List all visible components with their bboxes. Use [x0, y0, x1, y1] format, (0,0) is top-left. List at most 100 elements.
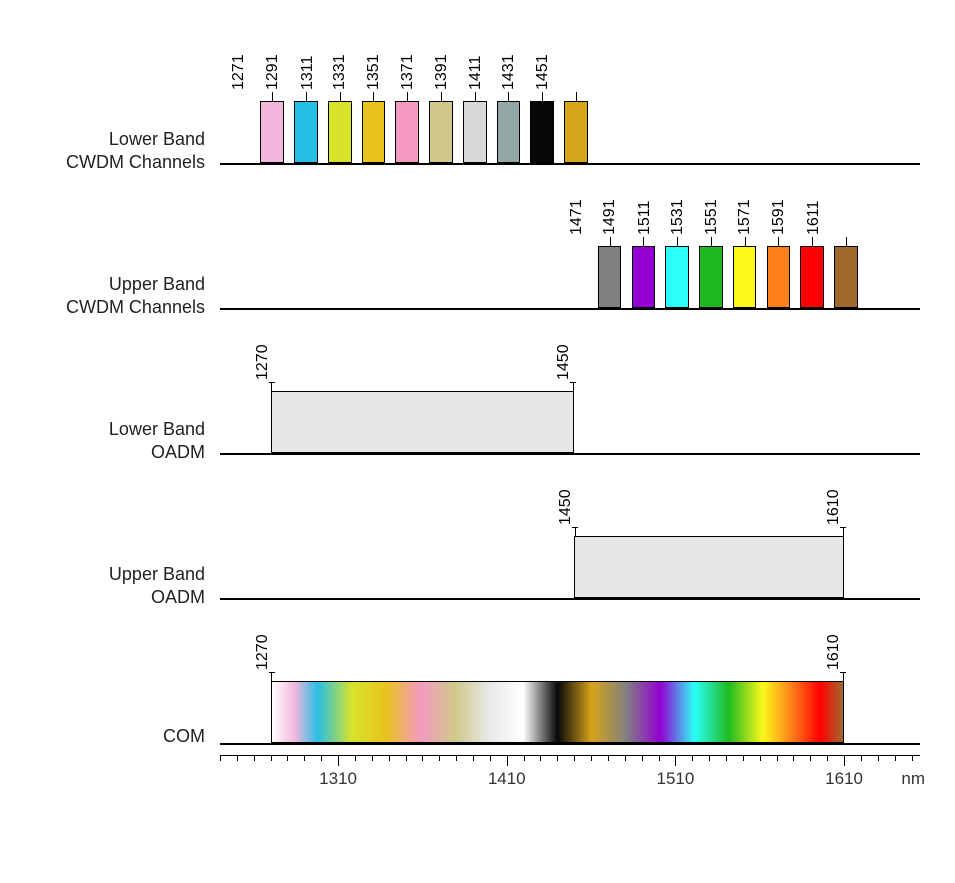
ruler-minor-tick — [372, 755, 373, 761]
channel-label: 1551 — [703, 199, 721, 247]
com-row: COM 12701610 — [20, 600, 935, 745]
ruler-minor-tick — [524, 755, 525, 761]
range-edge-label: 1450 — [557, 489, 575, 537]
upper-band-plot: 14711491151115311551157115911611 — [220, 173, 920, 308]
axis-line — [220, 743, 920, 745]
ruler-unit-label: nm — [901, 769, 925, 789]
channel-label: 1371 — [399, 54, 417, 102]
channel-label: 1451 — [534, 54, 552, 102]
ruler-minor-tick — [557, 755, 558, 761]
channel-bar: 1551 — [733, 246, 757, 308]
channel-bar: 1591 — [800, 246, 824, 308]
channel-bar: 1431 — [530, 101, 554, 163]
channel-bar: 1491 — [632, 246, 656, 308]
range-edge-label: 1270 — [254, 344, 272, 392]
ruler-minor-tick — [777, 755, 778, 761]
channel-label: 1391 — [433, 54, 451, 102]
range-edge-label: 1450 — [555, 344, 573, 392]
channel-bar: 1291 — [294, 101, 318, 163]
range-edge-label: 1610 — [825, 634, 843, 682]
label-text: Upper Band — [20, 563, 205, 586]
channel-label: 1571 — [737, 199, 755, 247]
channel-label: 1311 — [299, 56, 317, 102]
channel-label: 1511 — [636, 201, 654, 247]
ruler-tick-label: 1510 — [656, 769, 694, 789]
ruler-row: 1310141015101610nm — [20, 755, 935, 825]
channel-bar: 1351 — [395, 101, 419, 163]
channel-bar: 1271 — [260, 101, 284, 163]
ruler-minor-tick — [321, 755, 322, 761]
ruler-minor-tick — [490, 755, 491, 761]
ruler-minor-tick — [692, 755, 693, 761]
ruler-minor-tick — [304, 755, 305, 761]
ruler-minor-tick — [793, 755, 794, 761]
label-text: COM — [20, 725, 205, 748]
ruler-line — [220, 755, 920, 756]
channel-label: 1591 — [770, 199, 788, 247]
channel-tick — [846, 237, 847, 247]
ruler-major-tick — [338, 755, 339, 766]
range-edge-label: 1270 — [254, 634, 272, 682]
ruler-minor-tick — [540, 755, 541, 761]
ruler-minor-tick — [406, 755, 407, 761]
label-text: Lower Band — [20, 128, 205, 151]
channel-label: 1531 — [669, 199, 687, 247]
com-label: COM — [20, 725, 215, 748]
channel-bar: 1411 — [497, 101, 521, 163]
ruler-minor-tick — [827, 755, 828, 761]
channel-bar: 1471 — [598, 246, 622, 308]
channel-bar: 1371 — [429, 101, 453, 163]
channel-bar: 1571 — [767, 246, 791, 308]
channel-bar: 1311 — [328, 101, 352, 163]
ruler-minor-tick — [473, 755, 474, 761]
upper-band-row: Upper Band CWDM Channels 147114911511153… — [20, 165, 935, 310]
ruler-minor-tick — [389, 755, 390, 761]
com-gradient-block: 12701610 — [271, 681, 844, 743]
ruler-major-tick — [507, 755, 508, 766]
ruler-minor-tick — [861, 755, 862, 761]
ruler-minor-tick — [422, 755, 423, 761]
channel-label: 1471 — [568, 199, 586, 247]
ruler-major-tick — [675, 755, 676, 766]
ruler-minor-tick — [895, 755, 896, 761]
ruler-minor-tick — [355, 755, 356, 761]
channel-bar: 1531 — [699, 246, 723, 308]
channel-bar: 1331 — [362, 101, 386, 163]
channel-label: 1611 — [805, 201, 823, 247]
ruler-minor-tick — [220, 755, 221, 761]
ruler-minor-tick — [608, 755, 609, 761]
ruler-minor-tick — [456, 755, 457, 761]
cwdm-spectrum-diagram: Lower Band CWDM Channels 127112911311133… — [20, 20, 935, 825]
wavelength-ruler: 1310141015101610nm — [220, 755, 920, 795]
channel-label: 1291 — [264, 54, 282, 102]
ruler-minor-tick — [743, 755, 744, 761]
channel-bar: 1611 — [834, 246, 858, 308]
ruler-minor-tick — [591, 755, 592, 761]
ruler-minor-tick — [760, 755, 761, 761]
ruler-minor-tick — [709, 755, 710, 761]
channel-label: 1411 — [467, 56, 485, 102]
ruler-minor-tick — [271, 755, 272, 761]
lower-oadm-row: Lower Band OADM 12701450 — [20, 310, 935, 455]
lower-band-row: Lower Band CWDM Channels 127112911311133… — [20, 20, 935, 165]
lower-band-plot: 1271129113111331135113711391141114311451 — [220, 28, 920, 163]
ruler-minor-tick — [912, 755, 913, 761]
ruler-minor-tick — [642, 755, 643, 761]
channel-tick — [576, 92, 577, 102]
ruler-minor-tick — [878, 755, 879, 761]
upper-oadm-plot: 1450 1610 — [220, 463, 920, 598]
range-edge-label: 1610 — [825, 489, 843, 537]
upper-oadm-row: Upper Band OADM 14501610 — [20, 455, 935, 600]
ruler-minor-tick — [810, 755, 811, 761]
oadm-range-block: 12701450 — [271, 391, 575, 453]
ruler-minor-tick — [574, 755, 575, 761]
ruler-tick-label: 1410 — [488, 769, 526, 789]
ruler-major-tick — [844, 755, 845, 766]
lower-oadm-plot: 1270 1450 — [220, 318, 920, 453]
channel-label: 1351 — [365, 54, 383, 102]
label-text: Upper Band — [20, 273, 205, 296]
channel-label: 1271 — [230, 54, 248, 102]
ruler-minor-tick — [237, 755, 238, 761]
ruler-tick-label: 1610 — [825, 769, 863, 789]
channel-bar: 1511 — [665, 246, 689, 308]
